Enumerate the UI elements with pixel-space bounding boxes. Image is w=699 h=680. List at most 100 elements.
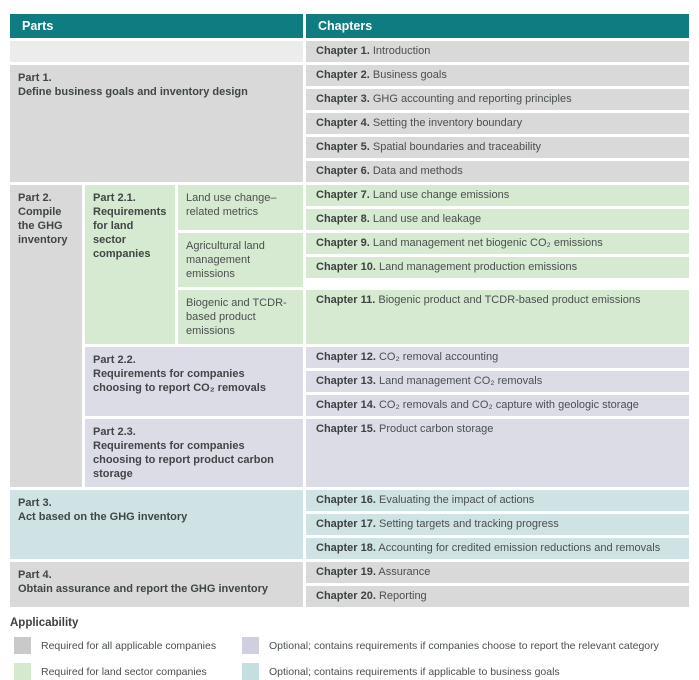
chapter-title: Land management net biogenic CO₂ emissio… (372, 237, 603, 249)
chapter-number: Chapter 4. (316, 117, 370, 129)
legend-item-required-all: Required for all applicable companies (10, 637, 238, 654)
section-part-4: Part 4. Obtain assurance and report the … (10, 562, 689, 607)
chapter-number: Chapter 8. (316, 213, 370, 225)
chapter-title: Business goals (372, 69, 447, 81)
part-title: Requirements for companies choosing to r… (93, 368, 266, 394)
part-number: Part 4. (18, 569, 52, 581)
metric-group-cell: Biogenic and TCDR-based product emission… (178, 290, 303, 344)
legend-label: Required for land sector companies (41, 665, 207, 678)
chapter-row: Chapter 20. Reporting (306, 586, 689, 607)
chapter-number: Chapter 15. (316, 423, 376, 435)
legend: Applicability Required for all applicabl… (10, 617, 689, 680)
chapter-title: Assurance (378, 566, 431, 578)
legend-item-required-land-sector: Required for land sector companies (10, 663, 238, 680)
group-agricultural: Agricultural land management emissions C… (178, 233, 689, 287)
chapter-number: Chapter 14. (316, 399, 376, 411)
teal-swatch-icon (242, 663, 259, 680)
chapter-number: Chapter 3. (316, 93, 370, 105)
green-swatch-icon (14, 663, 31, 680)
part-number: Part 2.3. (93, 426, 136, 438)
chapter-title: Land management production emissions (378, 261, 578, 273)
parts-column-header: Parts (10, 14, 303, 38)
chapter-number: Chapter 9. (316, 237, 370, 249)
section-part-2: Part 2. Compile the GHG inventory Part 2… (10, 185, 689, 487)
chapter-number: Chapter 10. (316, 261, 376, 273)
chapter-number: Chapter 6. (316, 165, 370, 177)
chapter-row: Chapter 14. CO₂ removals and CO₂ capture… (306, 395, 689, 416)
chapter-row: Chapter 15. Product carbon storage (306, 419, 689, 487)
chapter-row: Chapter 8. Land use and leakage (306, 209, 689, 230)
chapter-row: Chapter 4. Setting the inventory boundar… (306, 113, 689, 134)
chapter-title: Setting the inventory boundary (372, 117, 523, 129)
chapter-title: Product carbon storage (378, 423, 494, 435)
part-title: Compile the GHG inventory (18, 206, 68, 246)
legend-title: Applicability (10, 617, 79, 629)
chapter-number: Chapter 13. (316, 375, 376, 387)
group-land-use-change: Land use change–related metrics Chapter … (178, 185, 689, 230)
legend-label: Optional; contains requirements if appli… (269, 665, 560, 678)
part-number: Part 1. (18, 72, 52, 84)
chapter-title: CO₂ removals and CO₂ capture with geolog… (378, 399, 639, 411)
legend-label: Required for all applicable companies (41, 639, 217, 652)
chapter-number: Chapter 2. (316, 69, 370, 81)
part-2-1-cell: Part 2.1. Requirements for land sector c… (85, 185, 175, 344)
section-part-2-1: Part 2.1. Requirements for land sector c… (85, 185, 689, 344)
chapter-row: Chapter 18. Accounting for credited emis… (306, 538, 689, 559)
part-number: Part 2.1. (93, 192, 136, 204)
chapter-row: Chapter 10. Land management production e… (306, 257, 689, 278)
chapter-title: Land use change emissions (372, 189, 510, 201)
chapter-number: Chapter 1. (316, 45, 370, 57)
chapter-title: Land use and leakage (372, 213, 482, 225)
part-2-3-cell: Part 2.3. Requirements for companies cho… (85, 419, 303, 487)
section-part-2-3: Part 2.3. Requirements for companies cho… (85, 419, 689, 487)
chapter-number: Chapter 5. (316, 141, 370, 153)
gray-swatch-icon (14, 637, 31, 654)
chapter-row: Chapter 19. Assurance (306, 562, 689, 583)
chapter-title: Data and methods (372, 165, 463, 177)
legend-item-optional-category: Optional; contains requirements if compa… (238, 637, 689, 654)
chapter-title: Reporting (378, 590, 427, 602)
purple-swatch-icon (242, 637, 259, 654)
chapter-title: Accounting for credited emission reducti… (378, 542, 661, 554)
legend-label: Optional; contains requirements if compa… (269, 639, 659, 652)
chapter-number: Chapter 19. (316, 566, 376, 578)
chapter-row: Chapter 12. CO₂ removal accounting (306, 347, 689, 368)
chapter-number: Chapter 20. (316, 590, 376, 602)
group-biogenic: Biogenic and TCDR-based product emission… (178, 290, 689, 344)
metric-group-cell: Land use change–related metrics (178, 185, 303, 230)
chapter-row: Chapter 9. Land management net biogenic … (306, 233, 689, 254)
part-title: Define business goals and inventory desi… (18, 86, 248, 98)
section-part-1: Part 1. Define business goals and invent… (10, 65, 689, 182)
legend-item-optional-business-goals: Optional; contains requirements if appli… (238, 663, 689, 680)
chapter-row: Chapter 11. Biogenic product and TCDR-ba… (306, 290, 689, 344)
chapter-row: Chapter 3. GHG accounting and reporting … (306, 89, 689, 110)
chapter-title: Evaluating the impact of actions (378, 494, 535, 506)
part-number: Part 3. (18, 497, 52, 509)
part-3-cell: Part 3. Act based on the GHG inventory (10, 490, 303, 559)
chapter-title: GHG accounting and reporting principles (372, 93, 572, 105)
part-4-cell: Part 4. Obtain assurance and report the … (10, 562, 303, 607)
section-part-3: Part 3. Act based on the GHG inventory C… (10, 490, 689, 559)
part-title: Requirements for companies choosing to r… (93, 440, 274, 480)
chapter-number: Chapter 11. (316, 294, 376, 306)
chapter-number: Chapter 18. (316, 542, 376, 554)
chapter-title: CO₂ removal accounting (378, 351, 499, 363)
part-1-cell: Part 1. Define business goals and invent… (10, 65, 303, 182)
chapter-row: Chapter 16. Evaluating the impact of act… (306, 490, 689, 511)
metric-group-cell: Agricultural land management emissions (178, 233, 303, 287)
chapter-title: Biogenic product and TCDR-based product … (378, 294, 641, 306)
part-title: Obtain assurance and report the GHG inve… (18, 583, 268, 595)
chapter-row: Chapter 13. Land management CO₂ removals (306, 371, 689, 392)
part-2-2-cell: Part 2.2. Requirements for companies cho… (85, 347, 303, 416)
part-title: Requirements for land sector companies (93, 206, 167, 260)
chapter-row: Chapter 17. Setting targets and tracking… (306, 514, 689, 535)
part-number: Part 2. (18, 192, 52, 204)
part-number: Part 2.2. (93, 354, 136, 366)
section-part-2-2: Part 2.2. Requirements for companies cho… (85, 347, 689, 416)
chapter-row: Chapter 1. Introduction (306, 41, 689, 62)
chapter-row: Chapter 5. Spatial boundaries and tracea… (306, 137, 689, 158)
section-intro: Chapter 1. Introduction (10, 41, 689, 62)
empty-parts-cell (10, 41, 303, 62)
chapter-title: Setting targets and tracking progress (378, 518, 559, 530)
applicability-table: Parts Chapters Chapter 1. Introduction P… (10, 14, 689, 607)
